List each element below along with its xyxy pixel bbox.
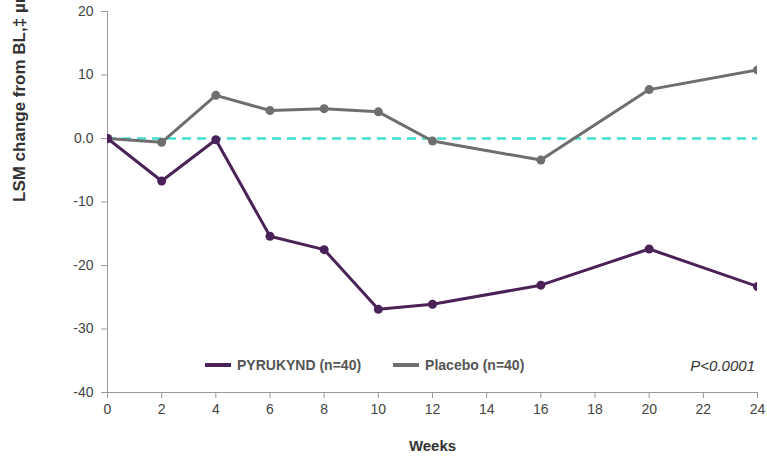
svg-text:12: 12: [425, 401, 441, 417]
svg-text:4: 4: [212, 401, 220, 417]
svg-text:20: 20: [78, 3, 94, 19]
svg-text:6: 6: [266, 401, 274, 417]
svg-text:16: 16: [533, 401, 549, 417]
svg-text:0: 0: [104, 401, 112, 417]
html-text:PYRUKYND (n=40): PYRUKYND (n=40): [237, 357, 362, 373]
svg-text:0.0: 0.0: [74, 130, 94, 146]
svg-text:-30: -30: [73, 320, 93, 336]
svg-text:-10: -10: [73, 193, 93, 209]
svg-text:-20: -20: [73, 257, 93, 273]
svg-text:8: 8: [320, 401, 328, 417]
svg-text:14: 14: [479, 401, 495, 417]
svg-text:Weeks: Weeks: [409, 437, 456, 454]
svg-text:LSM change from BL,‡ µmol/L: LSM change from BL,‡ µmol/L: [10, 0, 29, 202]
svg-text:-40: -40: [73, 384, 93, 400]
svg-text:2: 2: [158, 401, 166, 417]
svg-text:24: 24: [750, 401, 766, 417]
html-text:Placebo (n=40): Placebo (n=40): [425, 357, 525, 373]
html-text:P<0.0001: P<0.0001: [690, 357, 755, 374]
svg-text:20: 20: [641, 401, 657, 417]
svg-text:10: 10: [371, 401, 387, 417]
svg-text:22: 22: [696, 401, 712, 417]
svg-text:10: 10: [78, 66, 94, 82]
svg-text:18: 18: [587, 401, 603, 417]
